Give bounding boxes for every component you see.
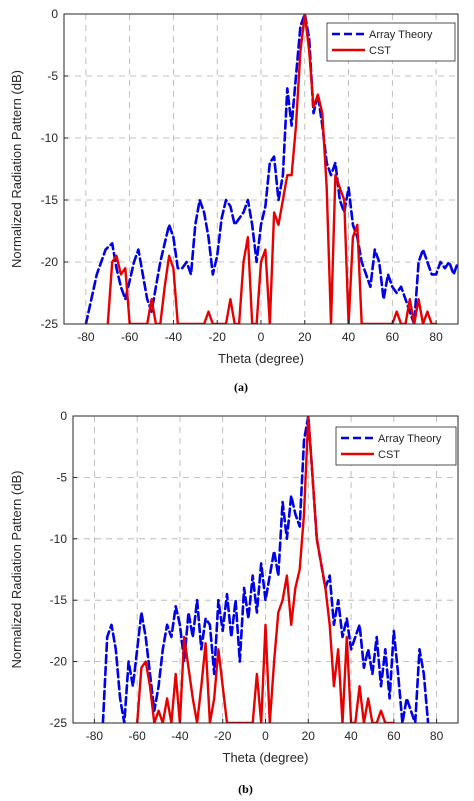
y-tick-label: -5 bbox=[56, 470, 67, 484]
series-line-array-theory bbox=[84, 14, 458, 324]
x-tick-label: 20 bbox=[298, 330, 312, 344]
y-tick-label: 0 bbox=[60, 409, 67, 423]
y-tick-label: -10 bbox=[50, 532, 68, 546]
x-tick-label: -80 bbox=[86, 729, 104, 743]
x-axis-label: Theta (degree) bbox=[223, 750, 309, 765]
series-line-cst bbox=[136, 416, 395, 723]
legend: Array Theory CST bbox=[335, 426, 457, 466]
y-tick-label: -15 bbox=[50, 593, 68, 607]
x-tick-label: -40 bbox=[165, 330, 183, 344]
legend-label: CST bbox=[378, 449, 400, 461]
legend-box bbox=[326, 22, 456, 62]
x-tick-label: -60 bbox=[128, 729, 146, 743]
x-tick-label: -20 bbox=[209, 330, 227, 344]
y-tick-label: -5 bbox=[47, 69, 58, 83]
x-axis-label: Theta (degree) bbox=[218, 351, 304, 366]
y-tick-label: -10 bbox=[41, 131, 59, 145]
y-tick-label: 0 bbox=[51, 7, 58, 21]
x-tick-label: 60 bbox=[386, 330, 400, 344]
y-tick-label: -25 bbox=[50, 716, 68, 730]
chart-panel-a: -80 -60 -40 -20 0 20 40 60 80 0 -5 -10 -15 -20 -25 Thet… bbox=[9, 7, 459, 394]
y-axis-label: Normalized Radiation Pattern (dB) bbox=[9, 70, 24, 268]
y-tick-label: -15 bbox=[41, 193, 59, 207]
series-line-cst bbox=[106, 14, 438, 324]
x-tick-label: 40 bbox=[344, 729, 358, 743]
y-axis-label: Normalized Radiation Pattern (dB) bbox=[9, 471, 24, 669]
x-tick-label: 80 bbox=[429, 330, 443, 344]
x-tick-label: 60 bbox=[387, 729, 401, 743]
x-tick-label: 40 bbox=[342, 330, 356, 344]
x-tick-label: 0 bbox=[258, 330, 265, 344]
x-tick-label: -20 bbox=[214, 729, 232, 743]
legend-label: Array Theory bbox=[378, 433, 442, 445]
x-tick-label: 0 bbox=[262, 729, 269, 743]
y-tick-label: -20 bbox=[50, 655, 68, 669]
figure-caption: (b) bbox=[238, 782, 253, 796]
legend-box bbox=[335, 426, 457, 466]
x-tick-label: -60 bbox=[121, 330, 139, 344]
chart-panel-b: -80 -60 -40 -20 0 20 40 60 80 0 -5 -10 -15 -20 -25 Thet… bbox=[9, 409, 459, 796]
y-tick-label: -25 bbox=[41, 317, 59, 331]
x-tick-label: -80 bbox=[77, 330, 95, 344]
legend: Array Theory CST bbox=[326, 22, 456, 62]
x-tick-label: 20 bbox=[302, 729, 316, 743]
y-tick-label: -20 bbox=[41, 255, 59, 269]
x-tick-label: 80 bbox=[430, 729, 444, 743]
legend-label: CST bbox=[369, 45, 391, 57]
legend-label: Array Theory bbox=[369, 29, 433, 41]
series-line-array-theory bbox=[101, 416, 430, 723]
figure-caption: (a) bbox=[234, 380, 248, 394]
x-tick-label: -40 bbox=[171, 729, 189, 743]
